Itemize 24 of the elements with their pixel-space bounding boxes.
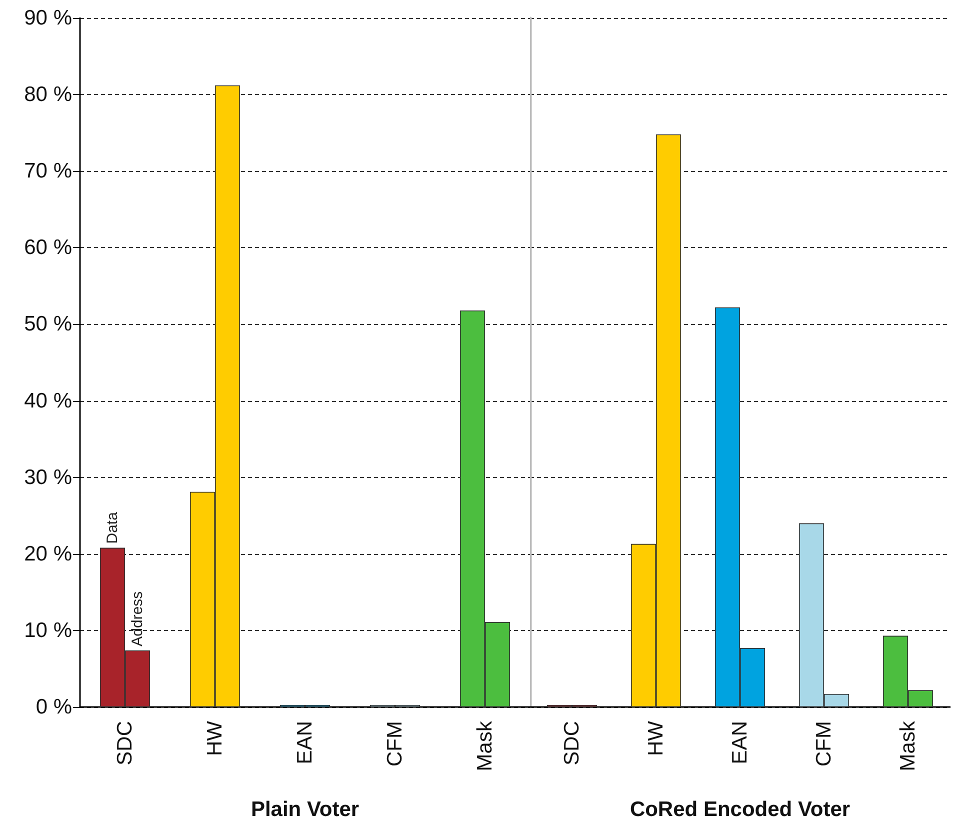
y-tick-label: 80 %	[24, 83, 72, 106]
x-tick-label: EAN	[294, 721, 316, 764]
y-tick-label: 90 %	[24, 6, 72, 30]
y-tick-label: 60 %	[24, 236, 72, 260]
y-tick-label: 20 %	[24, 542, 72, 566]
x-tick-label: EAN	[728, 721, 752, 764]
x-tick-label: SDC	[114, 721, 136, 766]
y-tick-label: 40 %	[24, 389, 72, 412]
text: Address	[129, 591, 146, 646]
y-tick-label: 0 %	[36, 696, 72, 718]
x-tick-label: SDC	[560, 721, 584, 766]
y-tick-label: 10 %	[24, 618, 72, 642]
x-tick-label: CFM	[812, 721, 836, 766]
text: Data	[104, 511, 121, 544]
x-axis-title: CoRed Encoded Voter	[630, 798, 850, 821]
x-tick-label: HW	[644, 720, 668, 756]
x-tick-label: CFM	[384, 721, 406, 766]
x-tick-label: HW	[204, 720, 226, 756]
y-tick-label: 70 %	[24, 160, 72, 183]
x-tick-label: Mask	[896, 720, 920, 772]
y-tick-label: 50 %	[24, 312, 72, 336]
x-axis-title: Plain Voter	[250, 798, 360, 821]
x-tick-label: Mask	[474, 720, 496, 772]
y-tick-label: 30 %	[24, 466, 72, 489]
